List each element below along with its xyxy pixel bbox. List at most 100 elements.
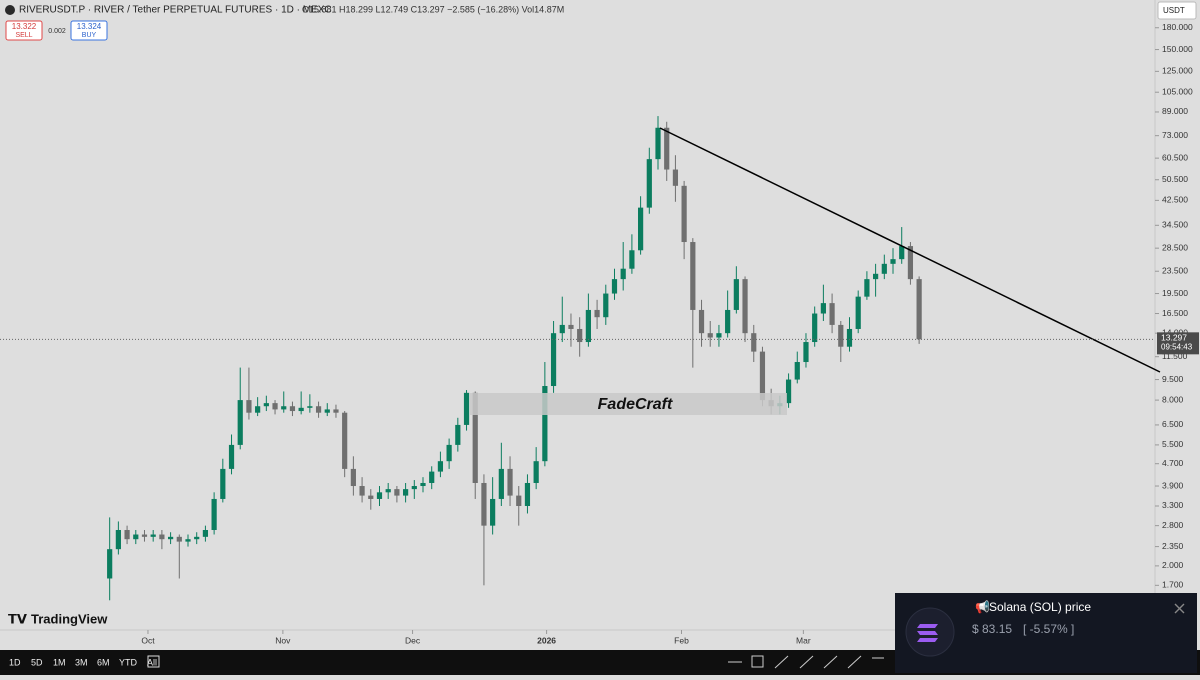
candle-body — [385, 489, 391, 493]
candle-body — [141, 534, 148, 537]
calendar-icon[interactable] — [147, 655, 160, 668]
y-tick-label: 2.800 — [1162, 520, 1184, 530]
x-tick-label: Oct — [141, 635, 155, 645]
y-tick-label: 9.500 — [1162, 374, 1184, 384]
candle-body — [629, 250, 635, 269]
range-button[interactable]: 6M — [97, 657, 110, 667]
range-group: 1D 5D 1M 3M 6M YTD All — [9, 657, 157, 667]
candle-body — [759, 351, 766, 401]
trend-line — [659, 127, 1161, 373]
tool-icon[interactable] — [751, 655, 764, 668]
y-tick-label: 3.900 — [1162, 480, 1184, 490]
candle-body — [437, 461, 444, 472]
candle-body — [733, 279, 739, 310]
notification-price: $ 83.15 — [972, 622, 1012, 636]
candle-body — [594, 309, 600, 318]
close-button[interactable] — [1174, 603, 1185, 614]
tool-icon[interactable] — [774, 655, 789, 669]
tool-icon[interactable] — [847, 655, 862, 669]
y-tick-label: 42.500 — [1162, 195, 1188, 205]
symbol: RIVERUSDT.P · RIVER / Tether PERPETUAL F… — [19, 5, 332, 16]
currency-select[interactable] — [1157, 1, 1197, 20]
range-button[interactable]: 5D — [31, 657, 43, 667]
y-tick-label: 8.000 — [1162, 394, 1184, 404]
countdown: 09:54:43 — [1161, 342, 1193, 351]
candle-body — [672, 169, 679, 186]
candle-body — [524, 482, 531, 506]
candle-body — [272, 403, 278, 410]
candle-body — [698, 309, 705, 334]
candle-body — [846, 328, 853, 347]
candle-body — [916, 279, 922, 340]
candle-body — [873, 273, 879, 280]
candle-body — [150, 534, 156, 537]
candle-body — [646, 159, 652, 208]
candle-body — [246, 400, 252, 413]
candle-body — [568, 324, 574, 329]
candle-body — [577, 328, 583, 343]
candle-body — [202, 529, 209, 537]
y-tick-label: 5.500 — [1162, 439, 1184, 449]
candle-body — [907, 246, 914, 280]
candle-body — [463, 392, 470, 425]
candle-body — [794, 362, 800, 380]
candle-body — [751, 333, 757, 352]
buy-button[interactable] — [70, 20, 108, 41]
candle-body — [289, 406, 296, 412]
symbol-icon — [5, 5, 15, 15]
y-tick-label: 3.300 — [1162, 500, 1184, 510]
y-tick-label: 2.000 — [1162, 560, 1184, 570]
candle-body — [394, 489, 400, 496]
candle-body — [402, 489, 409, 496]
candle-body — [368, 495, 374, 499]
logo-mark: 𝗧𝗩 — [8, 611, 27, 626]
range-button[interactable]: 1D — [9, 657, 21, 667]
candle-body — [159, 534, 165, 540]
y-tick-label: 23.500 — [1162, 265, 1188, 275]
candle-body — [690, 242, 696, 310]
sell-button[interactable] — [5, 20, 43, 41]
y-tick-label: 4.700 — [1162, 458, 1184, 468]
candle-body — [585, 309, 591, 343]
candle-body — [899, 246, 905, 260]
candle-body — [333, 409, 339, 413]
range-button[interactable]: All — [147, 657, 157, 667]
range-button[interactable]: 3M — [75, 657, 88, 667]
candle-body — [611, 279, 618, 294]
candle-body — [107, 549, 113, 579]
y-tick-label: 16.500 — [1162, 308, 1188, 318]
range-button[interactable]: YTD — [119, 657, 138, 667]
candle-body — [429, 471, 435, 483]
candle-body — [533, 461, 539, 483]
candle-body — [133, 534, 139, 540]
candle-body — [490, 498, 496, 526]
candle-body — [881, 263, 887, 274]
candle-body — [376, 492, 383, 499]
candle-body — [516, 495, 522, 506]
candle-body — [115, 529, 121, 550]
candle-body — [812, 313, 818, 343]
y-tick-label: 73.000 — [1162, 130, 1188, 140]
candle-body — [855, 296, 861, 329]
tool-icons — [728, 655, 884, 669]
tool-icon[interactable] — [823, 655, 838, 669]
candle-body — [324, 409, 330, 413]
y-tick-label: 89.000 — [1162, 106, 1188, 116]
y-tick-label: 34.500 — [1162, 220, 1188, 230]
candle-body — [707, 333, 713, 338]
candle-body — [838, 324, 844, 347]
currency: USDT — [1163, 6, 1185, 15]
y-tick-label: 11.500 — [1162, 351, 1188, 361]
candle-body — [820, 303, 826, 314]
candle-body — [455, 424, 461, 445]
notification-change: [ -5.57% ] — [1023, 622, 1074, 636]
buy-label: BUY — [82, 32, 97, 39]
candle-body — [803, 342, 809, 363]
tool-icon[interactable] — [799, 655, 814, 669]
range-button[interactable]: 1M — [53, 657, 66, 667]
candle-body — [263, 403, 269, 407]
candle-body — [211, 498, 217, 530]
candle-body — [411, 486, 417, 490]
candle-body — [228, 444, 235, 469]
candle-body — [620, 268, 626, 280]
